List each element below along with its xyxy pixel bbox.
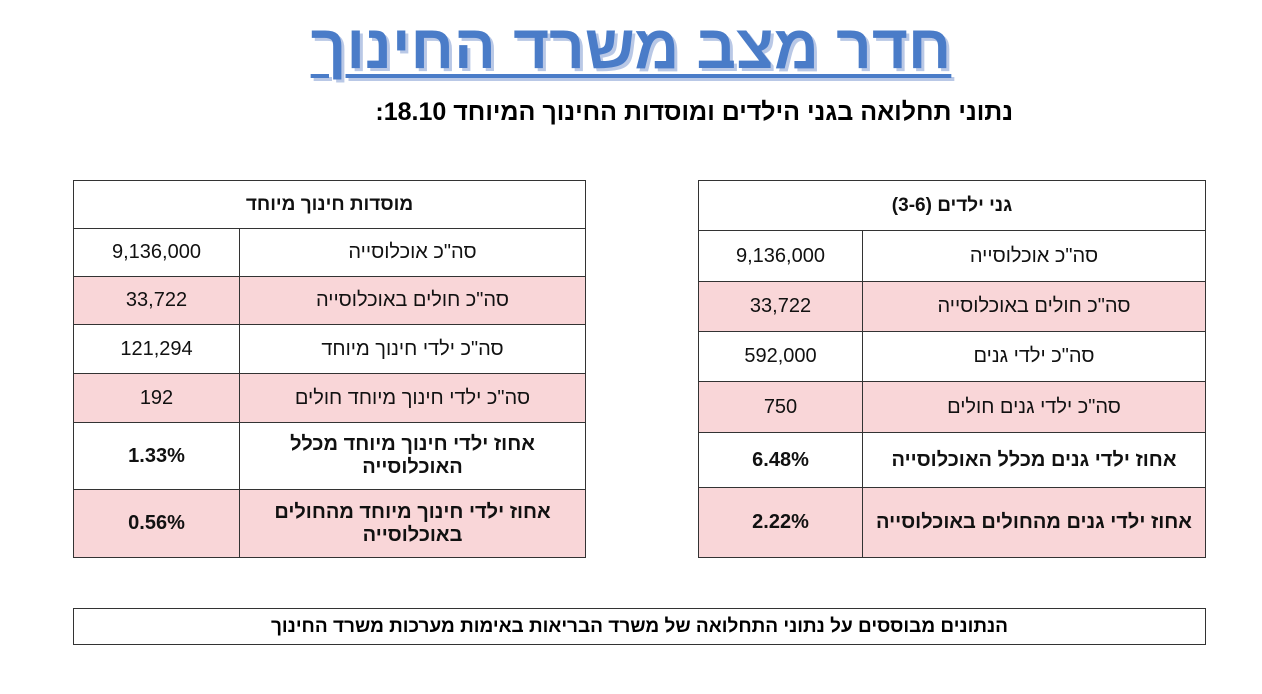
row-value: 9,136,000: [698, 230, 863, 282]
page-title: חדר מצב משרד החינוך: [310, 13, 952, 82]
row-label: סה"כ ילדי חינוך מיוחד: [239, 324, 586, 374]
row-value: 192: [73, 373, 240, 423]
source-note: הנתונים מבוססים על נתוני התחלואה של משרד…: [73, 608, 1206, 645]
row-label: אחוז ילדי גנים מהחולים באוכלוסייה: [862, 487, 1206, 558]
row-value: 0.56%: [73, 489, 240, 558]
row-label: סה"כ אוכלוסייה: [239, 228, 586, 277]
row-label: סה"כ חולים באוכלוסייה: [862, 281, 1206, 332]
row-label: אחוז ילדי חינוך מיוחד מהחולים באוכלוסייה: [239, 489, 586, 558]
table-header: גני ילדים (3-6): [698, 180, 1206, 231]
row-label: סה"כ ילדי גנים חולים: [862, 381, 1206, 433]
row-label: סה"כ חולים באוכלוסייה: [239, 276, 586, 325]
row-value: 121,294: [73, 324, 240, 374]
row-label: סה"כ ילדי חינוך מיוחד חולים: [239, 373, 586, 423]
table-header: מוסדות חינוך מיוחד: [73, 180, 586, 229]
special-ed-table: מוסדות חינוך מיוחד סה"כ אוכלוסייה 9,136,0…: [73, 180, 586, 558]
row-value: 9,136,000: [73, 228, 240, 277]
row-value: 33,722: [698, 281, 863, 332]
row-value: 6.48%: [698, 432, 863, 488]
row-label: סה"כ אוכלוסייה: [862, 230, 1206, 282]
row-value: 1.33%: [73, 422, 240, 490]
row-value: 750: [698, 381, 863, 433]
row-value: 2.22%: [698, 487, 863, 558]
row-label: סה"כ ילדי גנים: [862, 331, 1206, 382]
page-subtitle: נתוני תחלואה בגני הילדים ומוסדות החינוך …: [375, 98, 1013, 126]
row-label: אחוז ילדי חינוך מיוחד מכלל האוכלוסייה: [239, 422, 586, 490]
kindergartens-table: גני ילדים (3-6) סה"כ אוכלוסייה 9,136,000 …: [698, 180, 1206, 558]
row-value: 33,722: [73, 276, 240, 325]
row-value: 592,000: [698, 331, 863, 382]
row-label: אחוז ילדי גנים מכלל האוכלוסייה: [862, 432, 1206, 488]
